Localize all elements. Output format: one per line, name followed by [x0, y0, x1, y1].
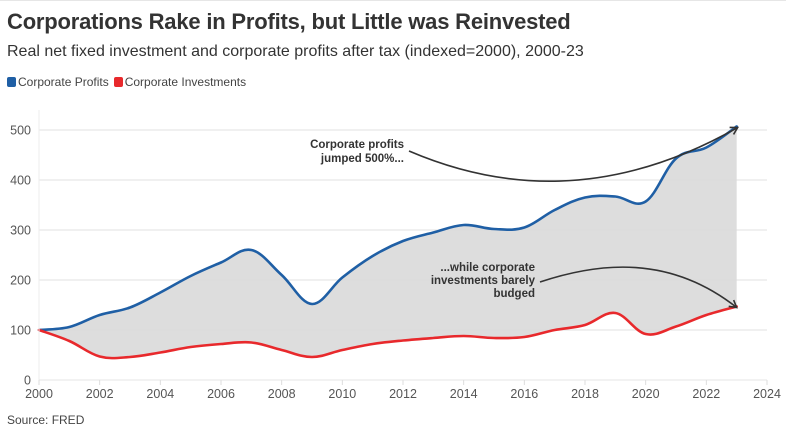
- x-tick-label: 2010: [328, 387, 356, 401]
- axes: 0 100 200 300 400 500 2000 2002 2004 2006 2008 2010…: [10, 110, 781, 401]
- annotation-investments-arrow: [539, 266, 738, 309]
- x-tick-label: 2020: [632, 387, 660, 401]
- y-tick-label: 0: [24, 374, 31, 388]
- y-tick-label: 300: [10, 224, 31, 238]
- annotations: Corporate profits jumped 500%... ...while …: [310, 126, 740, 309]
- annotation-line: budged: [493, 288, 535, 300]
- x-tick-label: 2002: [86, 387, 114, 401]
- x-tick-label: 2000: [25, 387, 53, 401]
- x-tick-label: 2006: [207, 387, 235, 401]
- series-line-corporate-investments: [37, 305, 738, 360]
- legend: Corporate Profits Corporate Investments: [7, 75, 251, 89]
- x-tick-label: 2016: [510, 387, 538, 401]
- y-tick-label: 400: [10, 174, 31, 188]
- legend-swatch-investments: [113, 77, 123, 87]
- chart-title: Corporations Rake in Profits, but Little…: [7, 9, 571, 34]
- series-layer: [37, 125, 738, 360]
- source-note: Source: FRED: [7, 413, 85, 427]
- x-tick-label: 2014: [450, 387, 478, 401]
- annotation-profits-arrow: [408, 126, 740, 183]
- legend-label-investments: Corporate Investments: [124, 75, 247, 89]
- x-tick-label: 2012: [389, 387, 417, 401]
- y-tick-label: 200: [10, 274, 31, 288]
- annotation-profits-text: Corporate profits jumped 500%...: [310, 139, 404, 165]
- x-tick-label: 2022: [692, 387, 720, 401]
- x-tick-label: 2008: [268, 387, 296, 401]
- legend-swatch-profits: [7, 77, 16, 87]
- x-tick-label: 2018: [571, 387, 599, 401]
- fill-area-layer: [39, 126, 767, 359]
- fill-between-area: [39, 126, 737, 359]
- top-border: [0, 0, 786, 1]
- annotation-line: jumped 500%...: [320, 153, 404, 165]
- y-tick-label: 100: [10, 324, 31, 338]
- annotation-line: ...while corporate: [440, 262, 535, 274]
- x-tick-label: 2004: [146, 387, 174, 401]
- legend-item-investments: Corporate Investments: [113, 75, 247, 89]
- x-tick-label: 2024: [753, 387, 781, 401]
- y-tick-label: 500: [10, 124, 31, 138]
- annotation-investments-text: ...while corporate investments barely budg…: [431, 262, 536, 300]
- series-line-corporate-profits: [37, 125, 738, 332]
- annotation-line: investments barely: [431, 275, 536, 287]
- annotation-line: Corporate profits: [310, 139, 404, 151]
- legend-item-profits: Corporate Profits: [7, 75, 109, 89]
- legend-label-profits: Corporate Profits: [18, 75, 109, 89]
- chart-subtitle: Real net fixed investment and corporate …: [7, 43, 584, 60]
